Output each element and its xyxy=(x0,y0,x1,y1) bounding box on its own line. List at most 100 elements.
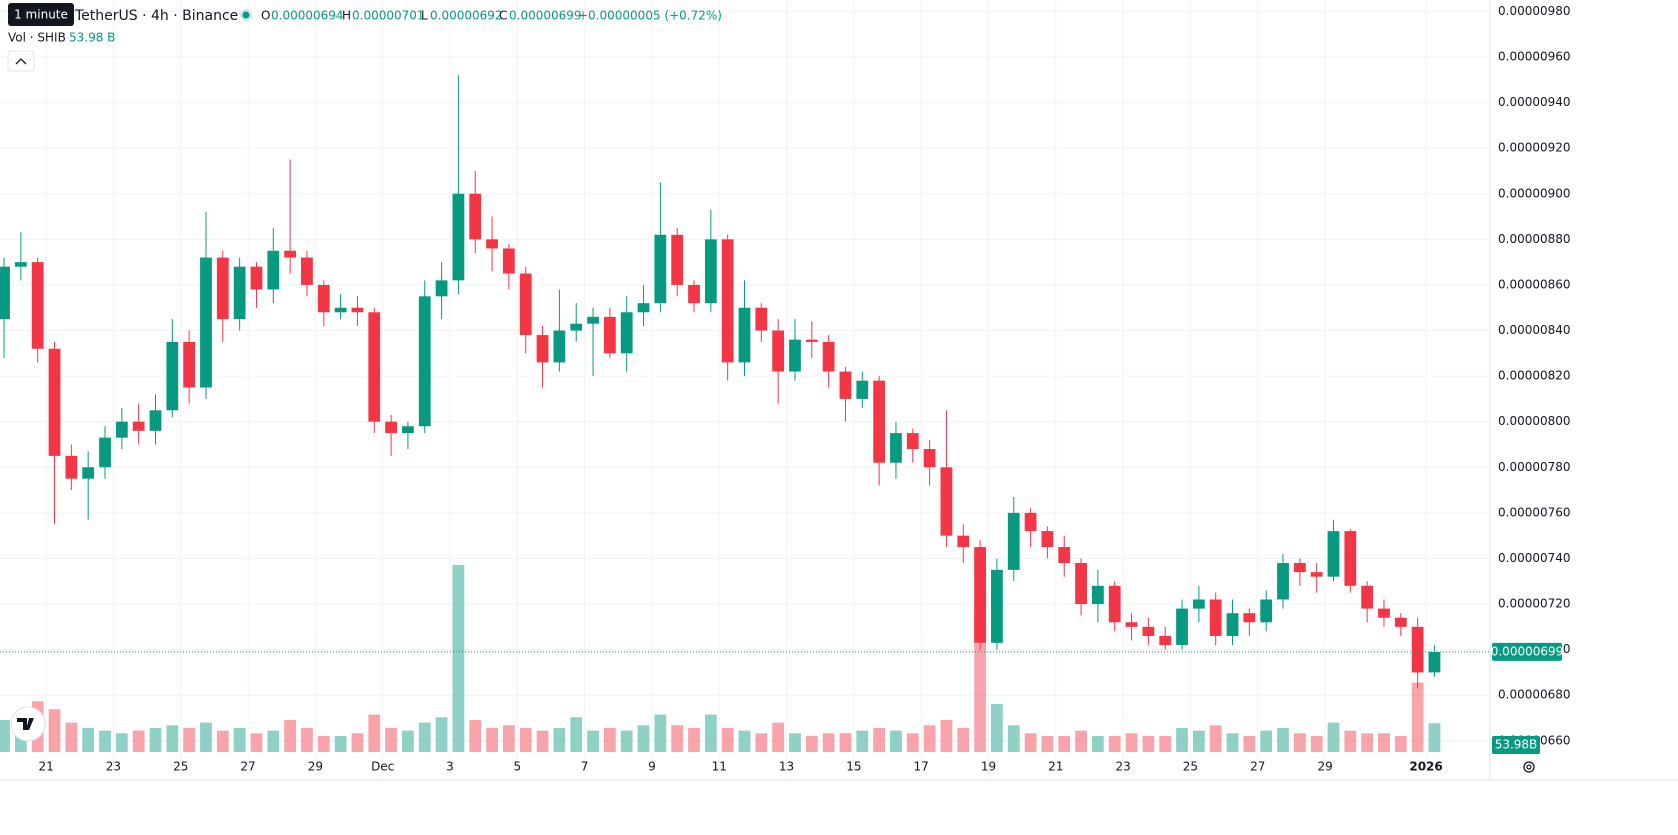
x-tick-label: 29 xyxy=(308,760,323,774)
volume-bar xyxy=(957,727,970,752)
candle-body xyxy=(317,284,330,313)
volume-bar xyxy=(1243,735,1256,752)
volume-bar xyxy=(1209,725,1222,752)
volume-bar xyxy=(789,733,801,752)
candle-body xyxy=(200,257,212,388)
volume-bar xyxy=(115,733,128,752)
volume-bar xyxy=(1142,735,1155,752)
low-value: 0.00000692 xyxy=(430,9,503,23)
candle-body xyxy=(603,316,616,354)
volume-bar xyxy=(688,727,700,752)
y-tick-label: 0.00000760 xyxy=(1498,505,1571,519)
close-key: C xyxy=(499,9,507,23)
settings-icon-center xyxy=(1526,764,1532,770)
open-key: O xyxy=(261,9,270,23)
volume-bar xyxy=(923,725,936,752)
candle-body xyxy=(839,371,852,399)
y-tick-label: 0.00000820 xyxy=(1498,369,1571,383)
y-tick-label: 0.00000980 xyxy=(1498,4,1571,18)
candle-body xyxy=(974,547,986,643)
candle-body xyxy=(906,433,919,450)
y-tick-label: 0.00000780 xyxy=(1498,460,1571,474)
tooltip-box xyxy=(8,3,74,26)
volume-bar xyxy=(216,730,229,752)
volume-bar xyxy=(1344,730,1357,752)
candle-body xyxy=(587,316,599,324)
volume-bar xyxy=(536,730,549,752)
candle-body xyxy=(671,234,684,285)
volume-bar xyxy=(1226,733,1239,752)
candle-body xyxy=(250,266,263,290)
candle-body xyxy=(166,341,179,411)
candle-body xyxy=(519,273,532,336)
x-tick-label: 25 xyxy=(1183,760,1198,774)
volume-bar xyxy=(486,727,498,752)
logo xyxy=(17,718,34,730)
candle-body xyxy=(620,312,633,354)
x-tick-label: 15 xyxy=(846,760,861,774)
volume-badge xyxy=(1492,736,1540,754)
candle-body xyxy=(654,234,667,304)
y-tick-label: 0.00000860 xyxy=(1498,277,1571,291)
volume-bar xyxy=(1361,733,1374,752)
candle-body xyxy=(923,449,936,468)
volume-bar xyxy=(1024,733,1037,752)
volume-bar xyxy=(1108,735,1121,752)
candle-body xyxy=(1260,599,1273,623)
candle-body xyxy=(402,426,414,434)
volume-title: Vol · SHIB xyxy=(8,31,66,45)
candle-body xyxy=(1277,563,1289,600)
candle-body xyxy=(1378,608,1390,618)
y-tick-label: 0.00000960 xyxy=(1498,49,1571,63)
volume-bar xyxy=(1192,730,1205,752)
candle-body xyxy=(284,250,297,258)
candle-body xyxy=(1075,563,1087,605)
candle-body xyxy=(1058,547,1071,564)
y-tick-label: 0.00000900 xyxy=(1498,186,1571,200)
candle-body xyxy=(0,266,10,320)
volume-bar xyxy=(132,730,145,752)
open-value: 0.00000694 xyxy=(271,9,344,23)
candle-body xyxy=(553,330,566,363)
volume-bar xyxy=(267,730,280,752)
volume-bar xyxy=(570,717,583,752)
x-tick-label: Dec xyxy=(371,760,394,774)
volume-bar xyxy=(991,703,1003,752)
candle-body xyxy=(1327,531,1340,577)
volume-bar xyxy=(1159,735,1172,752)
candle-body xyxy=(1159,635,1172,646)
volume-bar xyxy=(48,709,61,752)
candle-body xyxy=(183,341,196,388)
candle-body xyxy=(890,433,902,463)
symbol[interactable]: TetherUS · 4h · Binance xyxy=(74,8,238,24)
volume-bar xyxy=(82,727,95,752)
volume-bar xyxy=(738,730,751,752)
volume-bar xyxy=(385,727,397,752)
candle-body xyxy=(1411,626,1424,673)
volume-layer xyxy=(0,565,1441,752)
volume-bar xyxy=(856,730,869,752)
volume-bar xyxy=(1411,682,1424,752)
volume-bar xyxy=(402,730,414,752)
candle-body xyxy=(772,330,785,372)
candle-body xyxy=(14,262,27,267)
volume-bar xyxy=(940,719,953,752)
close-value: 0.00000699 xyxy=(509,9,582,23)
volume-bar xyxy=(1428,723,1441,752)
x-tick-label: 19 xyxy=(981,760,996,774)
candle-body xyxy=(82,467,95,479)
high-key: H xyxy=(342,9,351,23)
volume-bar xyxy=(368,714,381,752)
settings-icon[interactable] xyxy=(1523,761,1535,773)
volume-bar xyxy=(1378,733,1390,752)
candle-body xyxy=(637,303,650,313)
candle-body xyxy=(418,296,431,427)
candle-body xyxy=(1344,531,1357,586)
collapse-button[interactable] xyxy=(7,50,35,72)
candle-body xyxy=(1428,651,1441,673)
x-tick-label: 17 xyxy=(914,760,929,774)
candle-body xyxy=(873,380,886,463)
candle-body xyxy=(805,339,818,342)
x-tick-label: 29 xyxy=(1317,760,1332,774)
